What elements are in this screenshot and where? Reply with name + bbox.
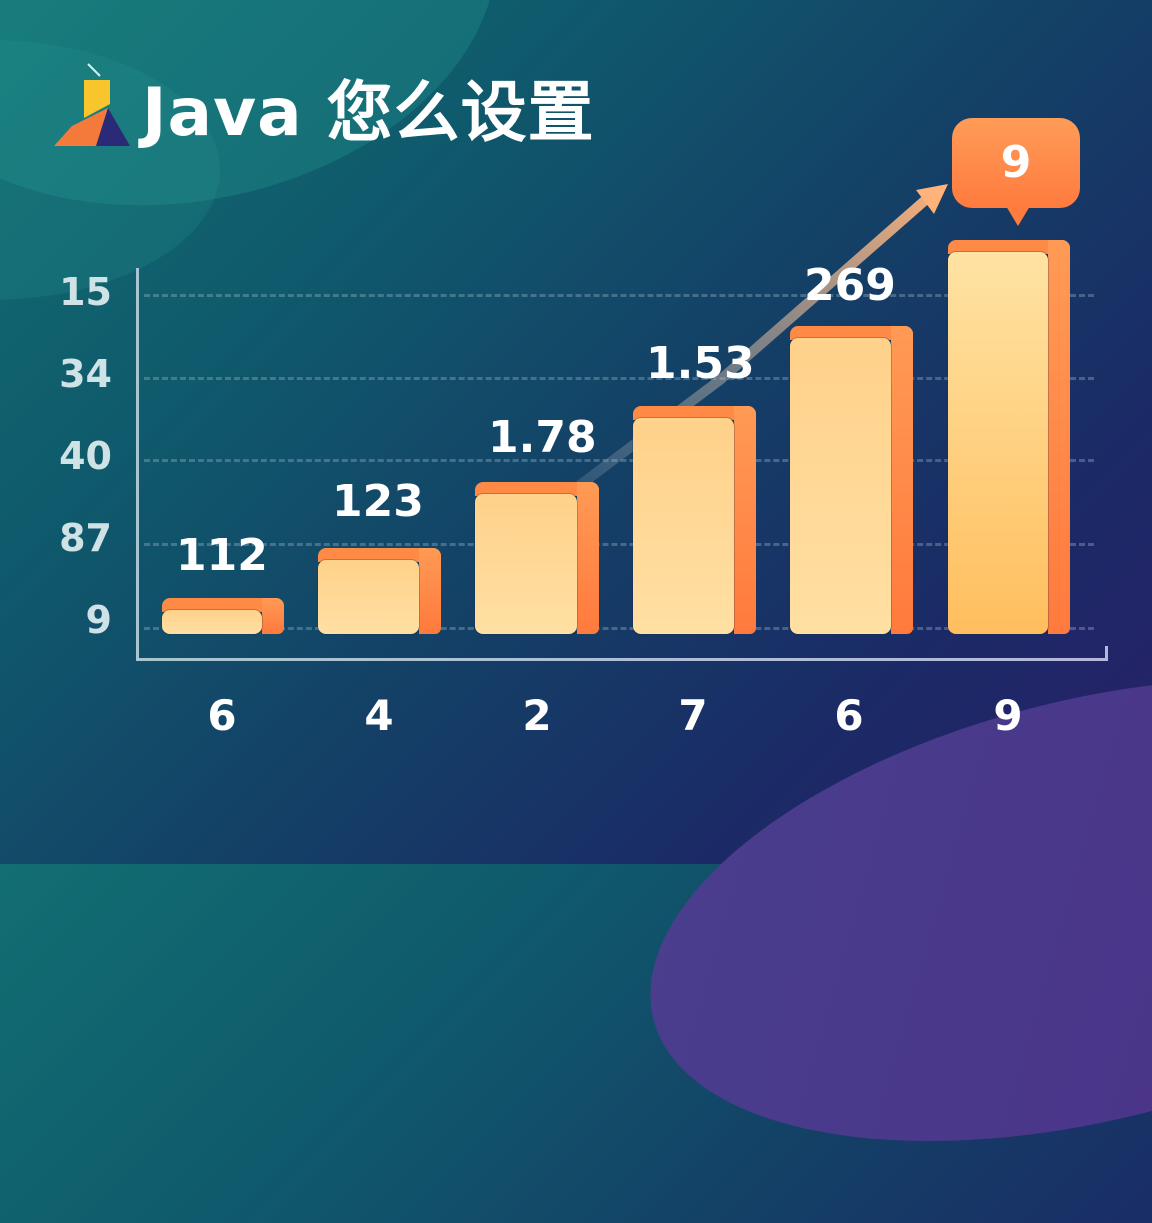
- y-tick-label: 87: [59, 516, 112, 560]
- bar-value-label: 1.78: [488, 412, 597, 463]
- trend-arrow-icon: [555, 184, 948, 505]
- x-tick-label: 9: [993, 691, 1023, 740]
- grid-line: [144, 627, 1094, 630]
- bar[interactable]: [318, 548, 441, 634]
- bar-value-label: 112: [176, 530, 268, 581]
- x-tick-label: 4: [364, 691, 394, 740]
- grid-line: [144, 294, 1094, 297]
- bar-highlighted[interactable]: [948, 240, 1070, 634]
- bar-value-label: 1.53: [646, 338, 755, 389]
- y-tick-label: 15: [59, 270, 112, 314]
- page-title: Java 您么设置: [142, 74, 595, 151]
- callout-bubble-tail: [1006, 206, 1030, 226]
- x-axis-end-tick: [1105, 646, 1108, 661]
- callout-bubble: 9: [952, 118, 1080, 208]
- bar-value-label: 269: [804, 260, 896, 311]
- y-tick-label: 34: [59, 352, 112, 396]
- bar[interactable]: [633, 406, 756, 634]
- grid-line: [144, 543, 1094, 546]
- y-tick-label: 40: [59, 434, 112, 478]
- x-tick-label: 6: [834, 691, 864, 740]
- x-tick-label: 2: [522, 691, 552, 740]
- bar[interactable]: [162, 598, 284, 634]
- bar[interactable]: [475, 482, 599, 634]
- y-tick-label: 9: [85, 598, 112, 642]
- x-axis: [136, 658, 1108, 661]
- bar[interactable]: [790, 326, 913, 634]
- java-logo-icon: [54, 63, 130, 146]
- bar-value-label: 123: [332, 476, 424, 527]
- x-tick-label: 6: [207, 691, 237, 740]
- y-axis: [136, 268, 139, 661]
- grid-line: [144, 377, 1094, 380]
- x-tick-label: 7: [678, 691, 708, 740]
